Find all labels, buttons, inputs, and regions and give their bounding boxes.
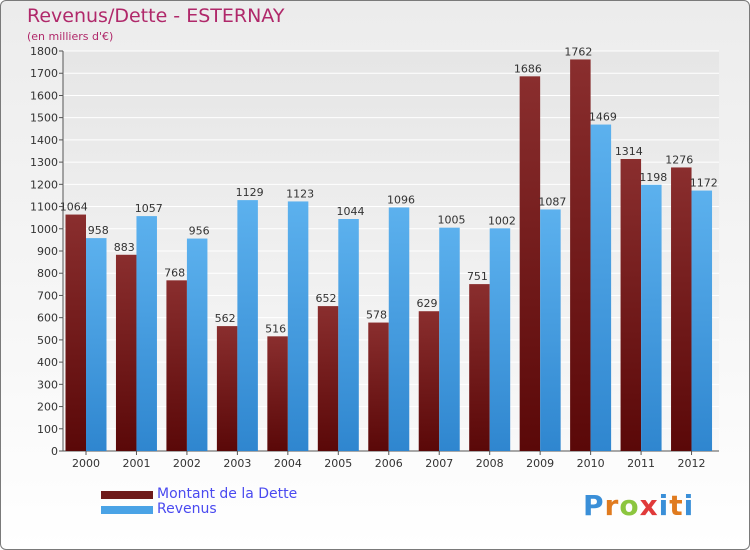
x-tick-label: 2011 (627, 457, 655, 470)
chart-title: Revenus/Dette - ESTERNAY (27, 5, 285, 27)
y-tick-label: 400 (37, 356, 58, 369)
legend-label-debt: Montant de la Dette (157, 486, 298, 502)
legend: Montant de la Dette Revenus (101, 487, 297, 517)
bar-debt (166, 280, 187, 451)
bar-debt (620, 159, 642, 451)
data-label-debt: 751 (467, 270, 488, 283)
data-label-revenue: 1057 (135, 202, 163, 215)
data-label-revenue: 1005 (437, 214, 465, 227)
bar-debt (368, 322, 389, 451)
legend-label-revenue: Revenus (157, 501, 217, 517)
data-label-debt: 1276 (665, 153, 693, 166)
data-label-revenue: 1172 (690, 177, 718, 190)
x-tick-label: 2001 (122, 457, 150, 470)
data-label-revenue: 1002 (488, 214, 516, 227)
bar-debt (469, 284, 490, 451)
x-tick-label: 2009 (526, 457, 554, 470)
x-tick-label: 2008 (476, 457, 504, 470)
y-tick-label: 1100 (30, 201, 58, 214)
y-tick-label: 1800 (30, 45, 58, 58)
data-label-revenue: 1044 (337, 205, 365, 218)
bar-revenue (136, 216, 157, 451)
bar-revenue (287, 201, 309, 451)
data-label-debt: 1064 (60, 201, 88, 214)
y-tick-label: 700 (37, 289, 58, 302)
y-tick-label: 200 (37, 401, 58, 414)
data-label-revenue: 1123 (286, 187, 314, 200)
y-tick-label: 100 (37, 423, 58, 436)
y-tick-label: 300 (37, 378, 58, 391)
data-label-debt: 768 (164, 266, 185, 279)
y-tick-label: 1600 (30, 89, 58, 102)
data-label-debt: 516 (265, 322, 286, 335)
bar-revenue (691, 190, 713, 452)
bar-debt (418, 311, 440, 451)
y-tick-label: 800 (37, 267, 58, 280)
bar-debt (317, 306, 339, 451)
data-label-revenue: 1087 (538, 195, 566, 208)
legend-swatch-revenue (101, 505, 153, 514)
bar-debt (65, 214, 86, 451)
x-tick-label: 2012 (678, 457, 706, 470)
data-label-revenue: 1129 (236, 186, 264, 199)
bar-revenue (86, 238, 107, 451)
data-label-debt: 1762 (564, 45, 592, 58)
data-label-debt: 883 (114, 241, 135, 254)
bar-debt (671, 167, 692, 451)
bar-debt (519, 76, 541, 451)
y-tick-label: 1400 (30, 134, 58, 147)
bar-revenue (186, 238, 208, 451)
data-label-revenue: 1469 (589, 111, 617, 124)
x-tick-label: 2004 (274, 457, 302, 470)
y-tick-label: 1500 (30, 112, 58, 125)
bar-debt (570, 59, 591, 451)
x-tick-label: 2005 (324, 457, 352, 470)
data-label-debt: 652 (316, 292, 337, 305)
bar-debt (115, 254, 137, 451)
data-label-debt: 578 (366, 309, 387, 322)
legend-item-debt: Montant de la Dette (101, 487, 297, 502)
bar-revenue (237, 200, 258, 451)
legend-item-revenue: Revenus (101, 502, 297, 517)
x-tick-label: 2006 (375, 457, 403, 470)
bar-debt (216, 326, 238, 451)
x-tick-label: 2002 (173, 457, 201, 470)
y-tick-label: 1300 (30, 156, 58, 169)
data-label-debt: 629 (416, 297, 437, 310)
y-tick-label: 0 (51, 445, 58, 458)
x-tick-label: 2007 (425, 457, 453, 470)
bar-revenue (641, 184, 662, 451)
y-tick-label: 500 (37, 334, 58, 347)
data-label-debt: 1686 (514, 62, 542, 75)
y-tick-label: 1700 (30, 67, 58, 80)
bar-revenue (540, 209, 561, 451)
data-label-revenue: 956 (189, 225, 210, 238)
y-tick-label: 900 (37, 245, 58, 258)
chart-subtitle: (en milliers d'€) (27, 30, 114, 43)
proxiti-logo: Proxiti (583, 489, 695, 522)
bar-revenue (590, 124, 612, 452)
data-label-debt: 562 (215, 312, 236, 325)
data-label-debt: 1314 (615, 145, 643, 158)
x-tick-label: 2000 (72, 457, 100, 470)
bar-debt (267, 336, 288, 451)
data-label-revenue: 958 (88, 224, 109, 237)
x-tick-label: 2003 (223, 457, 251, 470)
y-tick-label: 1000 (30, 223, 58, 236)
bar-revenue (489, 228, 511, 451)
bar-revenue (439, 227, 460, 451)
data-label-revenue: 1096 (387, 193, 415, 206)
bar-revenue (338, 219, 359, 451)
x-tick-label: 2010 (577, 457, 605, 470)
legend-swatch-debt (101, 490, 153, 499)
bar-revenue (388, 207, 410, 451)
y-tick-label: 600 (37, 312, 58, 325)
y-tick-label: 1200 (30, 178, 58, 191)
data-label-revenue: 1198 (639, 171, 667, 184)
